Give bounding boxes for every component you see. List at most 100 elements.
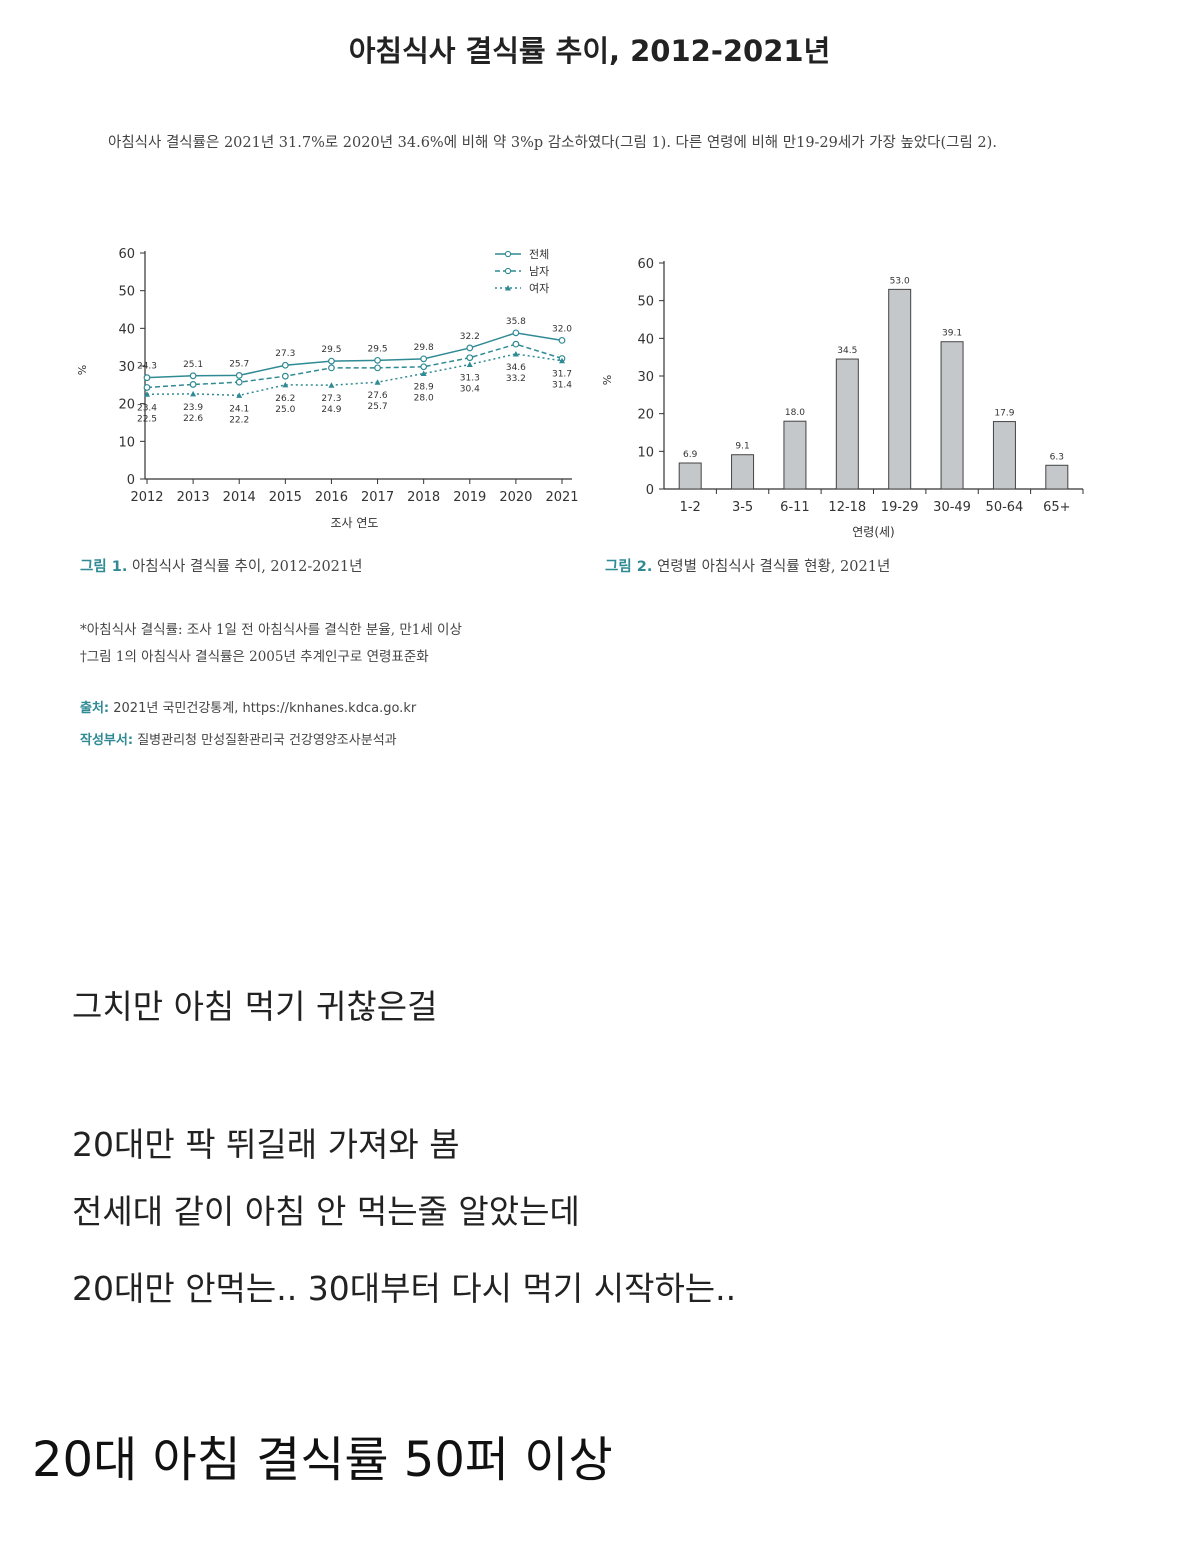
data-label-middle: 24.1 <box>229 404 249 414</box>
data-point-여자 <box>466 361 473 367</box>
data-point-남자 <box>189 381 197 388</box>
x-tick-label: 19-29 <box>881 500 919 515</box>
bar-30-49 <box>940 341 964 490</box>
data-point-남자 <box>420 363 428 371</box>
y-tick-label: 30 <box>637 370 654 385</box>
source-text: 2021년 국민건강통계, https://knhanes.kdca.go.kr <box>113 701 417 716</box>
footnote-definition: *아침식사 결식률: 조사 1일 전 아침식사를 결식한 분율, 만1세 이상 <box>80 622 462 638</box>
data-label-upper: 32.0 <box>552 324 572 334</box>
x-tick-label: 3-5 <box>732 500 753 515</box>
y-tick-label: 60 <box>637 257 654 272</box>
series-line-전체 <box>146 332 563 379</box>
data-point-남자 <box>512 340 520 348</box>
data-label-lower: 30.4 <box>460 384 480 394</box>
x-tick-label: 12-18 <box>828 500 866 515</box>
y-axis-label: % <box>601 375 614 385</box>
data-label-middle: 34.6 <box>506 363 526 373</box>
data-label-upper: 25.7 <box>229 359 249 369</box>
data-label-lower: 31.4 <box>552 381 572 391</box>
x-tick-label: 6-11 <box>780 500 810 515</box>
legend-marker <box>504 250 512 258</box>
bar-value-label: 39.1 <box>942 329 962 339</box>
y-tick-label: 0 <box>646 483 654 498</box>
bar-50-64 <box>992 421 1016 490</box>
x-tick-label: 2016 <box>315 490 348 505</box>
y-tick-label: 10 <box>118 435 135 450</box>
bar-3-5 <box>731 454 755 490</box>
bar-value-label: 6.9 <box>683 450 698 460</box>
legend-label: 남자 <box>529 265 549 278</box>
figure2-caption-text: 연령별 아침식사 결식률 현황, 2021년 <box>656 559 891 575</box>
data-point-남자 <box>235 378 243 386</box>
bar-value-label: 53.0 <box>890 276 910 286</box>
source-line: 출처: 2021년 국민건강통계, https://knhanes.kdca.g… <box>80 693 416 725</box>
figure1-label: 그림 1. <box>80 559 128 575</box>
bar-value-label: 34.5 <box>837 346 857 356</box>
footnote-standardization: †그림 1의 아침식사 결식률은 2005년 추계인구로 연령표준화 <box>80 649 429 665</box>
x-tick-label: 2015 <box>269 490 302 505</box>
bar-6-11 <box>783 420 807 490</box>
x-axis-label: 조사 연도 <box>331 516 379 530</box>
data-label-upper: 27.3 <box>275 349 295 359</box>
data-point-여자 <box>420 370 427 377</box>
data-point-남자 <box>281 372 289 380</box>
y-tick-label: 40 <box>637 332 654 347</box>
document-title: 아침식사 결식률 추이, 2012-2021년 <box>348 34 831 68</box>
bar-65+ <box>1045 464 1069 490</box>
data-label-lower: 22.2 <box>229 415 249 425</box>
data-label-upper: 29.5 <box>321 345 341 355</box>
data-label-upper: 35.8 <box>506 317 526 327</box>
figure2-label: 그림 2. <box>605 559 653 575</box>
data-point-전체 <box>512 329 520 337</box>
data-point-전체 <box>143 374 151 382</box>
data-point-여자 <box>559 357 565 364</box>
comment-line-3: 전세대 같이 아침 안 먹는줄 알았는데 <box>72 1192 580 1231</box>
x-tick-label: 50-64 <box>986 500 1024 515</box>
bar-19-29 <box>888 288 912 490</box>
y-tick-label: 20 <box>118 398 135 413</box>
y-tick-label: 30 <box>118 360 135 375</box>
data-point-전체 <box>328 357 335 365</box>
y-axis-label: % <box>76 365 89 375</box>
data-label-lower: 25.0 <box>275 405 295 415</box>
figure2-caption: 그림 2. 연령별 아침식사 결식률 현황, 2021년 <box>605 555 890 576</box>
y-tick-label: 0 <box>127 473 135 488</box>
data-point-여자 <box>282 381 289 388</box>
bar-value-label: 9.1 <box>735 442 749 452</box>
bar-value-label: 6.3 <box>1050 452 1064 462</box>
comment-line-2: 20대만 팍 뛰길래 가져와 봄 <box>72 1125 460 1164</box>
data-label-middle: 31.7 <box>552 370 572 380</box>
data-label-lower: 22.5 <box>137 414 157 424</box>
data-point-전체 <box>189 372 197 380</box>
legend-label: 여자 <box>529 282 549 295</box>
data-point-전체 <box>420 355 428 363</box>
x-axis-label: 연령(세) <box>852 525 894 539</box>
data-label-middle: 31.3 <box>460 373 480 383</box>
x-tick-label: 65+ <box>1043 500 1070 515</box>
bar-value-label: 18.0 <box>785 408 805 418</box>
data-label-lower: 28.0 <box>414 394 434 404</box>
data-point-여자 <box>236 392 243 398</box>
y-tick-label: 40 <box>118 322 135 337</box>
data-point-전체 <box>235 372 243 379</box>
data-label-upper: 25.1 <box>183 360 203 370</box>
x-tick-label: 2018 <box>407 490 440 505</box>
author-line: 작성부서: 질병관리청 만성질환관리국 건강영양조사분석과 <box>80 725 416 757</box>
x-tick-label: 2014 <box>223 490 256 505</box>
data-point-여자 <box>190 390 197 397</box>
data-point-여자 <box>374 379 381 385</box>
data-label-middle: 27.6 <box>368 391 388 401</box>
x-tick-label: 2019 <box>453 490 486 505</box>
series-line-남자 <box>146 343 563 389</box>
data-label-middle: 23.9 <box>183 403 203 413</box>
legend-marker <box>504 267 512 275</box>
author-text: 질병관리청 만성질환관리국 건강영양조사분석과 <box>137 733 397 748</box>
data-label-lower: 33.2 <box>506 374 526 384</box>
line-chart-trend: 0 10 20 30 40 50 60% 2012 2013 2014 2015 2016 2017 20… <box>76 247 579 530</box>
data-label-upper: 29.8 <box>414 343 434 353</box>
legend-marker <box>505 285 511 291</box>
x-tick-label: 2021 <box>545 490 578 505</box>
data-point-전체 <box>558 336 566 344</box>
data-label-lower: 22.6 <box>183 414 203 424</box>
author-label: 작성부서: <box>80 733 134 748</box>
